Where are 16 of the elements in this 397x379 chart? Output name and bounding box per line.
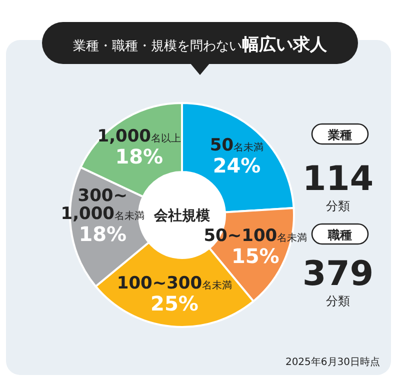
text: 業種: [327, 128, 352, 142]
data-label: 18%: [78, 222, 127, 246]
slice-label: 50名未満: [210, 136, 264, 156]
text: 会社規模: [153, 208, 211, 224]
data-label: 18%: [115, 144, 164, 168]
chart-title: 業種・職種・規模を問わない幅広い求人: [73, 35, 328, 55]
text: 職種: [327, 228, 352, 242]
text: 分類: [326, 294, 350, 308]
text: 分類: [326, 199, 350, 213]
slice-label: 100~300名未満: [116, 274, 232, 294]
data-label: 15%: [231, 244, 280, 268]
data-label: 24%: [212, 154, 261, 178]
text: 379: [302, 254, 374, 294]
data-label: 25%: [150, 292, 198, 316]
text: 2025年6月30日時点: [285, 356, 380, 368]
text: 114: [302, 159, 374, 199]
